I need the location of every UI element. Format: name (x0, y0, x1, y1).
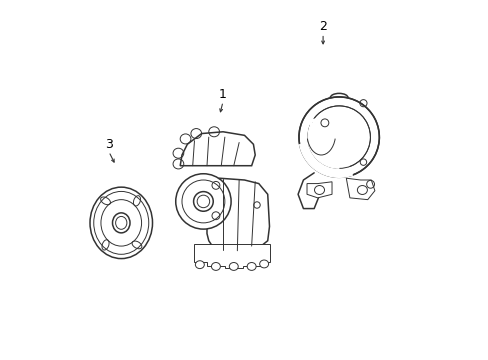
Text: 1: 1 (219, 88, 226, 101)
Ellipse shape (229, 262, 238, 270)
Polygon shape (206, 178, 269, 251)
Ellipse shape (211, 262, 220, 270)
Polygon shape (307, 119, 339, 168)
Polygon shape (180, 132, 255, 166)
Polygon shape (299, 143, 352, 177)
Ellipse shape (90, 187, 152, 258)
Ellipse shape (246, 262, 256, 270)
Ellipse shape (259, 260, 268, 268)
Text: 3: 3 (104, 138, 112, 151)
Polygon shape (346, 178, 374, 200)
Ellipse shape (175, 174, 231, 229)
Ellipse shape (193, 192, 213, 211)
Ellipse shape (298, 97, 379, 177)
Text: 2: 2 (319, 20, 326, 33)
Polygon shape (306, 182, 331, 198)
Ellipse shape (195, 261, 204, 269)
Ellipse shape (112, 213, 130, 233)
Polygon shape (194, 244, 269, 267)
